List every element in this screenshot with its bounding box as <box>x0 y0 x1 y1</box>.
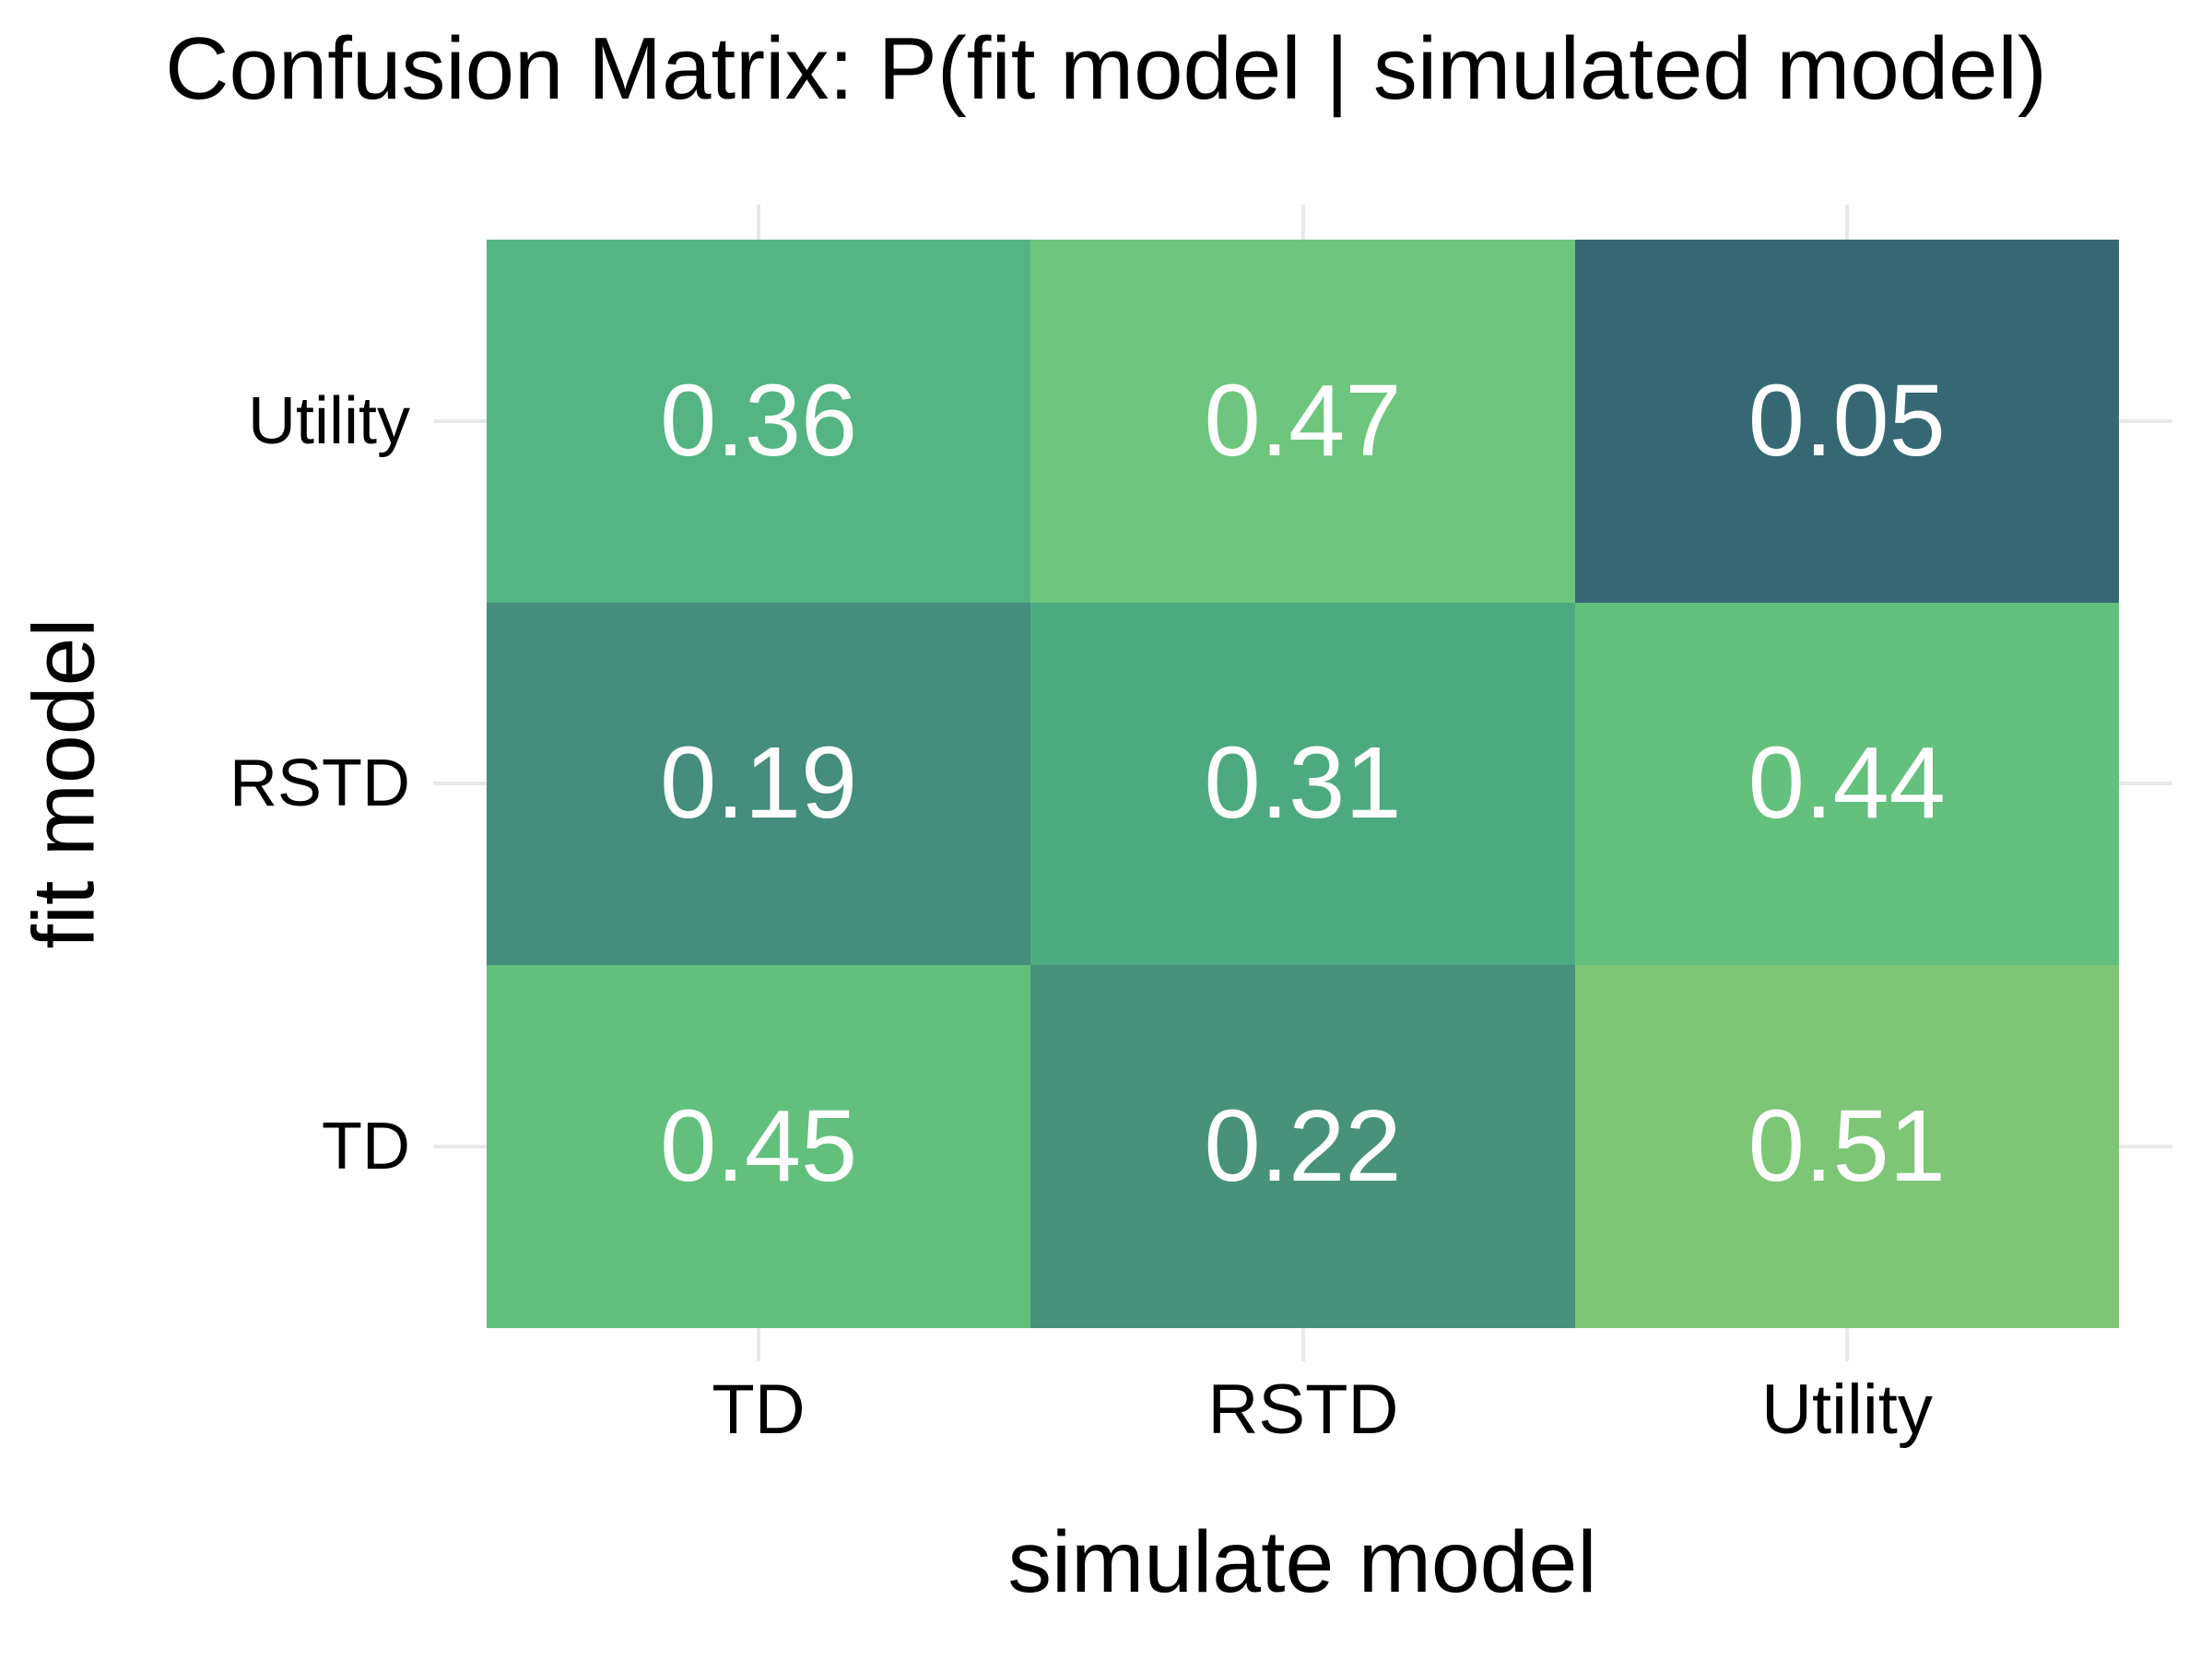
yaxis-title: fit model <box>15 618 113 949</box>
grid-tick-top-rstd <box>1301 205 1305 240</box>
heatmap-cell-rstd-utility: 0.44 <box>1574 602 2119 966</box>
grid-tick-left-rstd <box>433 782 487 785</box>
xaxis-title: simulate model <box>1007 1513 1597 1611</box>
ytick-label-rstd: RSTD <box>229 747 410 820</box>
heatmap-cell-rstd-rstd: 0.31 <box>1030 602 1575 966</box>
grid-tick-top-td <box>757 205 760 240</box>
heatmap-cell-utility-rstd: 0.47 <box>1030 240 1575 603</box>
heatmap-cell-utility-utility: 0.05 <box>1574 240 2119 603</box>
xtick-label-td: TD <box>712 1371 806 1449</box>
heatmap-cell-td-utility: 0.51 <box>1574 965 2119 1328</box>
grid-tick-top-utility <box>1845 205 1849 240</box>
grid-tick-left-td <box>433 1145 487 1148</box>
heatmap-cell-td-td: 0.45 <box>487 965 1031 1328</box>
heatmap-cell-rstd-td: 0.19 <box>487 602 1031 966</box>
heatmap-cell-td-rstd: 0.22 <box>1030 965 1575 1328</box>
xtick-label-rstd: RSTD <box>1207 1371 1399 1449</box>
grid-tick-bottom-rstd <box>1301 1328 1305 1361</box>
grid-tick-bottom-td <box>757 1328 760 1361</box>
heatmap-cell-utility-td: 0.36 <box>487 240 1031 603</box>
ytick-label-utility: Utility <box>248 384 410 458</box>
grid-tick-right-utility <box>2119 419 2172 423</box>
heatmap-grid: 0.36 0.47 0.05 0.19 0.31 0.44 0.45 0.22 … <box>487 240 2119 1328</box>
grid-tick-right-rstd <box>2119 782 2172 785</box>
grid-tick-bottom-utility <box>1845 1328 1849 1361</box>
grid-tick-left-utility <box>433 419 487 423</box>
chart-title: Confusion Matrix: P(fit model | simulate… <box>165 19 2047 118</box>
grid-tick-right-td <box>2119 1145 2172 1148</box>
xtick-label-utility: Utility <box>1761 1371 1933 1449</box>
ytick-label-td: TD <box>322 1110 410 1183</box>
